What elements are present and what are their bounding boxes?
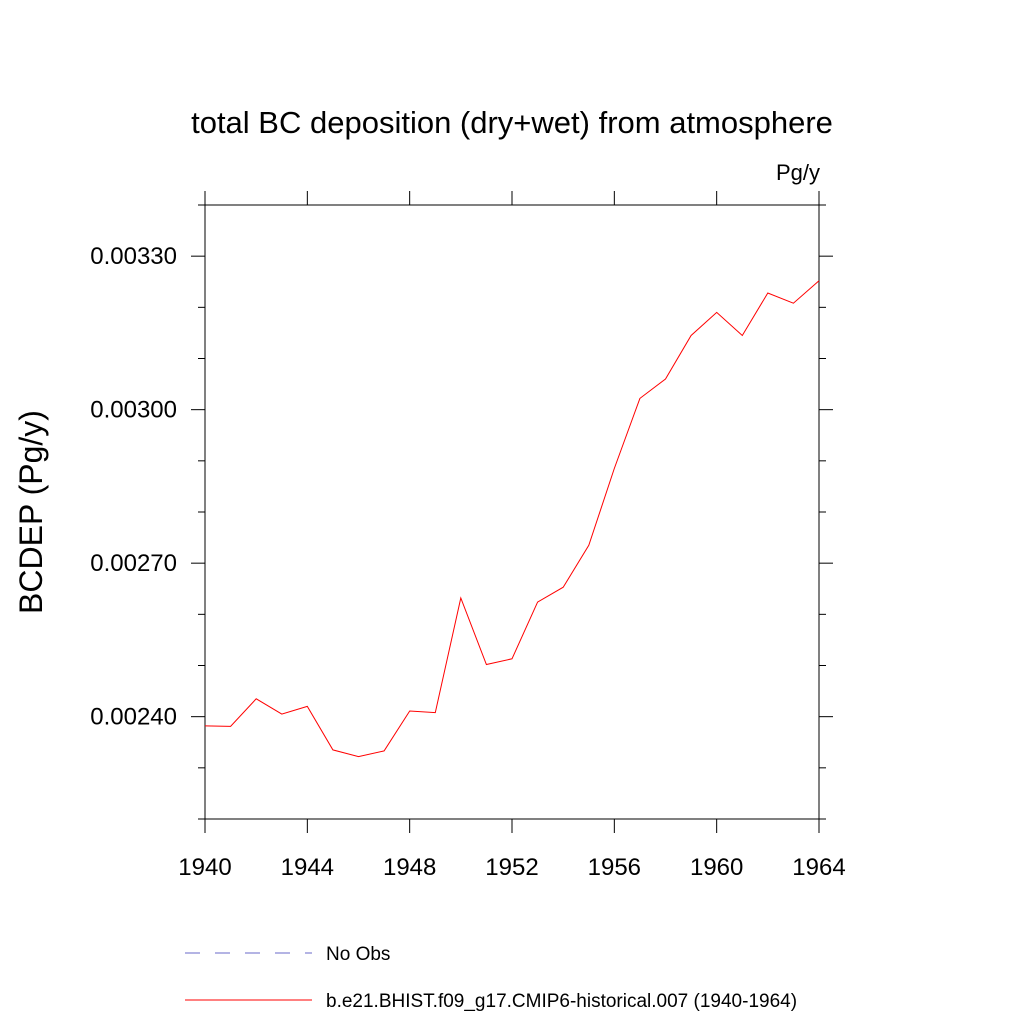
x-tick-label: 1952	[485, 854, 538, 881]
y-tick-label: 0.00330	[90, 243, 177, 270]
data-series	[204, 280, 820, 758]
y-tick-label: 0.00300	[90, 397, 177, 424]
axis-tick-labels: 1940 1944 1948 1952 1956 1960 1964 0.00240 0.002…	[90, 243, 845, 881]
x-tick-label: 1940	[178, 854, 231, 881]
x-tick-label: 1960	[690, 854, 743, 881]
legend-label: No Obs	[326, 944, 390, 965]
x-tick-label: 1956	[588, 854, 641, 881]
x-tick-label: 1944	[281, 854, 334, 881]
legend-label: b.e21.BHIST.f09_g17.CMIP6-historical.007…	[326, 991, 797, 1012]
chart-title: total BC deposition (dry+wet) from atmos…	[191, 105, 833, 140]
series-line	[204, 280, 820, 758]
x-tick-label: 1964	[792, 854, 845, 881]
y-axis-label: BCDEP (Pg/y)	[13, 410, 49, 614]
y-tick-label: 0.00240	[90, 704, 177, 731]
y-tick-label: 0.00270	[90, 550, 177, 577]
plot-frame	[204, 204, 820, 820]
units-label: Pg/y	[776, 160, 820, 185]
x-tick-label: 1948	[383, 854, 436, 881]
legend: No Obs b.e21.BHIST.f09_g17.CMIP6-historic…	[185, 944, 797, 1012]
axis-ticks	[191, 191, 833, 833]
